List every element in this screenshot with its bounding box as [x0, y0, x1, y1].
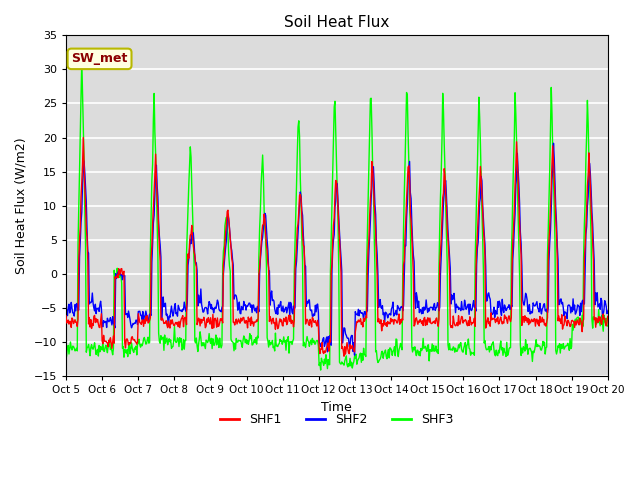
Line: SHF1: SHF1 — [66, 138, 608, 356]
SHF1 — [340, 353, 348, 359]
SHF2 — [62, 312, 70, 318]
SHF3 — [129, 345, 136, 351]
SHF1 — [129, 334, 136, 339]
SHF3 — [184, 228, 191, 233]
SHF2 — [211, 304, 219, 310]
Y-axis label: Soil Heat Flux (W/m2): Soil Heat Flux (W/m2) — [15, 137, 28, 274]
SHF1 — [79, 135, 87, 141]
SHF3 — [604, 323, 612, 329]
Legend: SHF1, SHF2, SHF3: SHF1, SHF2, SHF3 — [215, 408, 458, 431]
SHF1 — [212, 318, 220, 324]
SHF2 — [351, 352, 358, 358]
SHF3 — [78, 57, 86, 63]
X-axis label: Time: Time — [321, 400, 352, 413]
SHF2 — [182, 307, 190, 313]
Text: SW_met: SW_met — [72, 52, 128, 65]
Title: Soil Heat Flux: Soil Heat Flux — [284, 15, 390, 30]
SHF2 — [419, 311, 427, 316]
SHF3 — [420, 346, 428, 351]
SHF3 — [72, 348, 79, 353]
SHF2 — [72, 308, 79, 314]
SHF3 — [62, 357, 70, 362]
SHF1 — [62, 313, 70, 319]
SHF3 — [404, 130, 412, 136]
SHF3 — [317, 367, 324, 373]
SHF1 — [420, 316, 428, 322]
Line: SHF3: SHF3 — [66, 60, 608, 370]
SHF1 — [72, 319, 79, 325]
SHF2 — [604, 308, 612, 314]
SHF2 — [550, 140, 557, 146]
SHF1 — [404, 164, 412, 170]
SHF2 — [403, 201, 411, 206]
SHF2 — [127, 325, 135, 331]
SHF1 — [604, 313, 612, 319]
Line: SHF2: SHF2 — [66, 143, 608, 355]
SHF1 — [184, 263, 191, 269]
SHF3 — [212, 332, 220, 338]
